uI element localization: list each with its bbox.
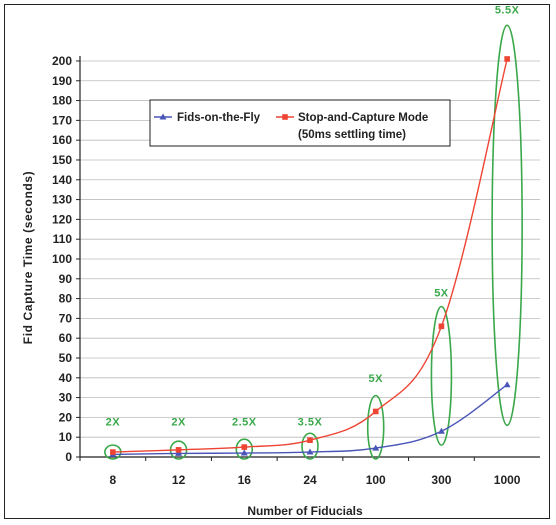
y-tick-label: 70	[59, 311, 73, 325]
data-point-fids-on-the-fly	[372, 444, 380, 451]
y-tick-label: 170	[52, 113, 72, 127]
data-point-stop-and-capture	[175, 447, 182, 453]
y-tick-label: 30	[59, 391, 73, 405]
ratio-ellipse	[430, 305, 453, 446]
y-tick-label: 100	[52, 252, 72, 266]
y-tick-label: 0	[65, 450, 72, 464]
x-tick-label: 12	[172, 473, 186, 487]
y-tick-label: 110	[53, 232, 73, 246]
data-point-stop-and-capture	[438, 323, 445, 330]
y-tick-label: 90	[59, 272, 73, 286]
x-tick-label: 8	[110, 473, 117, 487]
data-point-fids-on-the-fly	[240, 449, 248, 456]
data-point-fids-on-the-fly	[306, 448, 314, 455]
legend-marker-stop-and-capture	[282, 114, 288, 120]
y-tick-label: 190	[52, 74, 72, 88]
legend-marker-fids-on-the-fly	[159, 113, 167, 120]
data-point-stop-and-capture	[241, 444, 248, 450]
data-point-stop-and-capture	[504, 56, 510, 62]
chart-frame	[4, 4, 550, 519]
x-tick-label: 1000	[494, 473, 521, 487]
legend-label-fids-on-the-fly: Fids-on-the-Fly	[177, 112, 261, 124]
legend-box	[149, 99, 451, 147]
data-point-fids-on-the-fly	[503, 381, 511, 388]
ratio-label: 5X	[368, 373, 383, 385]
y-tick-label: 150	[52, 153, 72, 167]
y-tick-label: 180	[52, 94, 72, 108]
y-tick-label: 60	[59, 331, 73, 345]
y-axis-title: Fid Capture Time (seconds)	[21, 171, 35, 344]
data-point-fids-on-the-fly	[175, 449, 183, 456]
x-tick-label: 300	[431, 473, 451, 487]
ratio-ellipse	[491, 24, 523, 427]
y-tick-label: 40	[59, 371, 73, 385]
y-tick-label: 10	[59, 430, 73, 444]
ratio-label: 2X	[171, 416, 186, 428]
legend-label-stop-and-capture: Stop-and-Capture Mode	[298, 112, 428, 124]
y-tick-label: 160	[52, 133, 72, 147]
ratio-ellipse	[366, 394, 385, 460]
y-tick-label: 200	[52, 54, 72, 68]
data-point-stop-and-capture	[110, 449, 116, 455]
data-point-stop-and-capture	[372, 408, 379, 415]
ratio-label: 5X	[434, 288, 449, 300]
x-tick-label: 100	[366, 473, 386, 487]
y-tick-label: 80	[59, 292, 73, 306]
ratio-ellipse	[301, 432, 319, 460]
y-tick-label: 130	[52, 193, 72, 207]
ratio-label: 2.5X	[232, 416, 257, 428]
legend-label-stop-and-capture-line2: (50ms settling time)	[298, 129, 406, 141]
y-tick-label: 120	[52, 212, 72, 226]
x-tick-label: 24	[303, 473, 317, 487]
ratio-label: 5.5X	[495, 4, 520, 16]
y-tick-label: 20	[59, 410, 73, 424]
data-point-stop-and-capture	[307, 437, 313, 443]
x-tick-label: 16	[238, 473, 252, 487]
ratio-label: 2X	[106, 416, 121, 428]
ratio-label: 3.5X	[298, 416, 323, 428]
x-axis-title: Number of Fiducials	[247, 504, 363, 518]
y-tick-label: 140	[52, 173, 72, 187]
series-line-stop-and-capture	[112, 58, 508, 453]
y-tick-label: 50	[59, 351, 73, 365]
data-point-fids-on-the-fly	[437, 427, 445, 434]
ratio-ellipse	[235, 438, 254, 460]
